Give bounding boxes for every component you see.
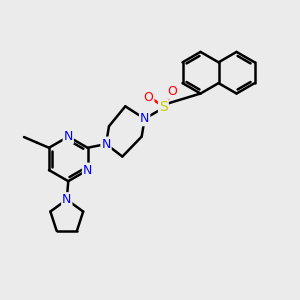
Text: S: S bbox=[159, 100, 168, 114]
Text: O: O bbox=[144, 91, 154, 104]
Text: N: N bbox=[83, 164, 92, 177]
Text: N: N bbox=[62, 193, 71, 206]
Text: O: O bbox=[167, 85, 177, 98]
Text: N: N bbox=[101, 138, 111, 151]
Text: N: N bbox=[140, 112, 149, 125]
Text: N: N bbox=[64, 130, 73, 143]
